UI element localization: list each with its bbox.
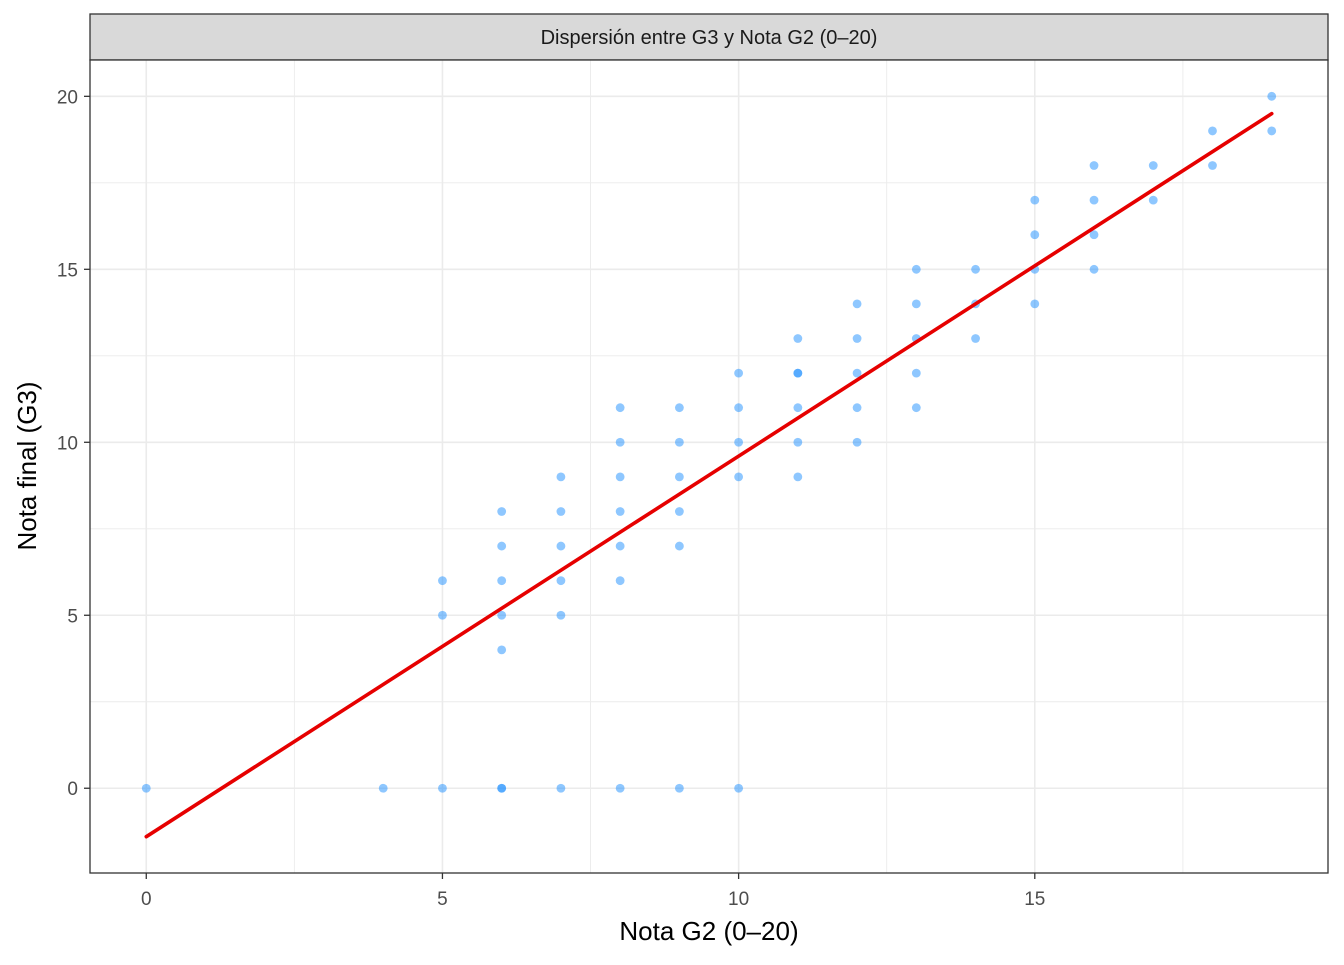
x-tick-label: 5 (437, 889, 448, 910)
data-point (497, 645, 507, 655)
data-point (793, 437, 803, 447)
data-point (556, 541, 566, 551)
data-point (1089, 230, 1099, 240)
data-point (615, 576, 625, 586)
data-point (1030, 230, 1040, 240)
data-point (615, 507, 625, 516)
data-point (793, 368, 803, 378)
data-point (852, 403, 862, 413)
data-point (971, 334, 980, 343)
data-point (911, 403, 921, 413)
data-point (734, 437, 744, 447)
data-point (852, 334, 862, 343)
data-point (852, 368, 862, 378)
data-point (674, 783, 684, 793)
data-point (1267, 126, 1277, 136)
data-point (1208, 161, 1217, 170)
data-point (438, 610, 447, 620)
data-point (734, 403, 744, 413)
data-point (1148, 161, 1158, 170)
data-point (556, 783, 566, 793)
fit-line-layer (144, 111, 1274, 839)
data-point (852, 437, 862, 447)
x-tick-label: 15 (1024, 889, 1045, 910)
y-tick-label: 5 (67, 606, 78, 627)
data-point (852, 299, 862, 309)
fit-line (144, 111, 1274, 839)
data-point (556, 472, 566, 482)
axes: 0 5 10 15 0 5 10 15 20 (57, 87, 1046, 910)
data-point (911, 264, 921, 274)
data-point (556, 576, 566, 586)
y-tick-label: 0 (67, 779, 78, 800)
data-point (674, 507, 684, 516)
data-point (378, 783, 388, 793)
facet-strip (89, 13, 1329, 61)
data-point (674, 403, 684, 413)
data-point (141, 783, 151, 793)
data-point (556, 610, 566, 620)
data-point (734, 368, 744, 378)
data-point (911, 299, 921, 309)
x-tick-label: 10 (728, 889, 749, 910)
data-point (911, 368, 921, 378)
data-point (556, 507, 566, 516)
data-point (497, 541, 507, 551)
data-point (497, 507, 507, 516)
data-point (1089, 195, 1099, 205)
data-point (1267, 91, 1277, 101)
plot-panel (90, 60, 1328, 873)
data-point (1208, 126, 1217, 136)
data-point (734, 783, 744, 793)
data-point (497, 610, 507, 620)
grid-lines (90, 60, 1328, 873)
y-tick-label: 20 (57, 87, 78, 108)
data-point (615, 472, 625, 482)
x-axis-title: Nota G2 (0–20) (619, 916, 798, 946)
data-point (1148, 195, 1158, 205)
data-point (497, 576, 507, 586)
data-points (141, 91, 1277, 793)
data-point (674, 541, 684, 551)
data-point (1089, 264, 1099, 274)
data-point (1030, 195, 1040, 205)
y-axis-title: Nota final (G3) (12, 381, 42, 550)
data-point (793, 403, 803, 413)
data-point (793, 472, 803, 482)
y-tick-label: 10 (57, 433, 78, 454)
data-point (734, 472, 744, 482)
y-tick-label: 15 (57, 260, 78, 281)
data-point (1089, 161, 1099, 170)
data-point (615, 403, 625, 413)
data-point (438, 576, 447, 586)
data-point (674, 437, 684, 447)
data-point (1030, 299, 1040, 309)
x-tick-label: 0 (141, 889, 152, 910)
data-point (615, 783, 625, 793)
data-point (793, 334, 803, 343)
data-point (615, 541, 625, 551)
data-point (438, 783, 447, 793)
data-point (674, 472, 684, 482)
chart-title: Dispersión entre G3 y Nota G2 (0–20) (541, 27, 878, 49)
data-point (497, 783, 507, 793)
data-point (971, 264, 980, 274)
data-point (615, 437, 625, 447)
panel-border (89, 59, 1329, 874)
